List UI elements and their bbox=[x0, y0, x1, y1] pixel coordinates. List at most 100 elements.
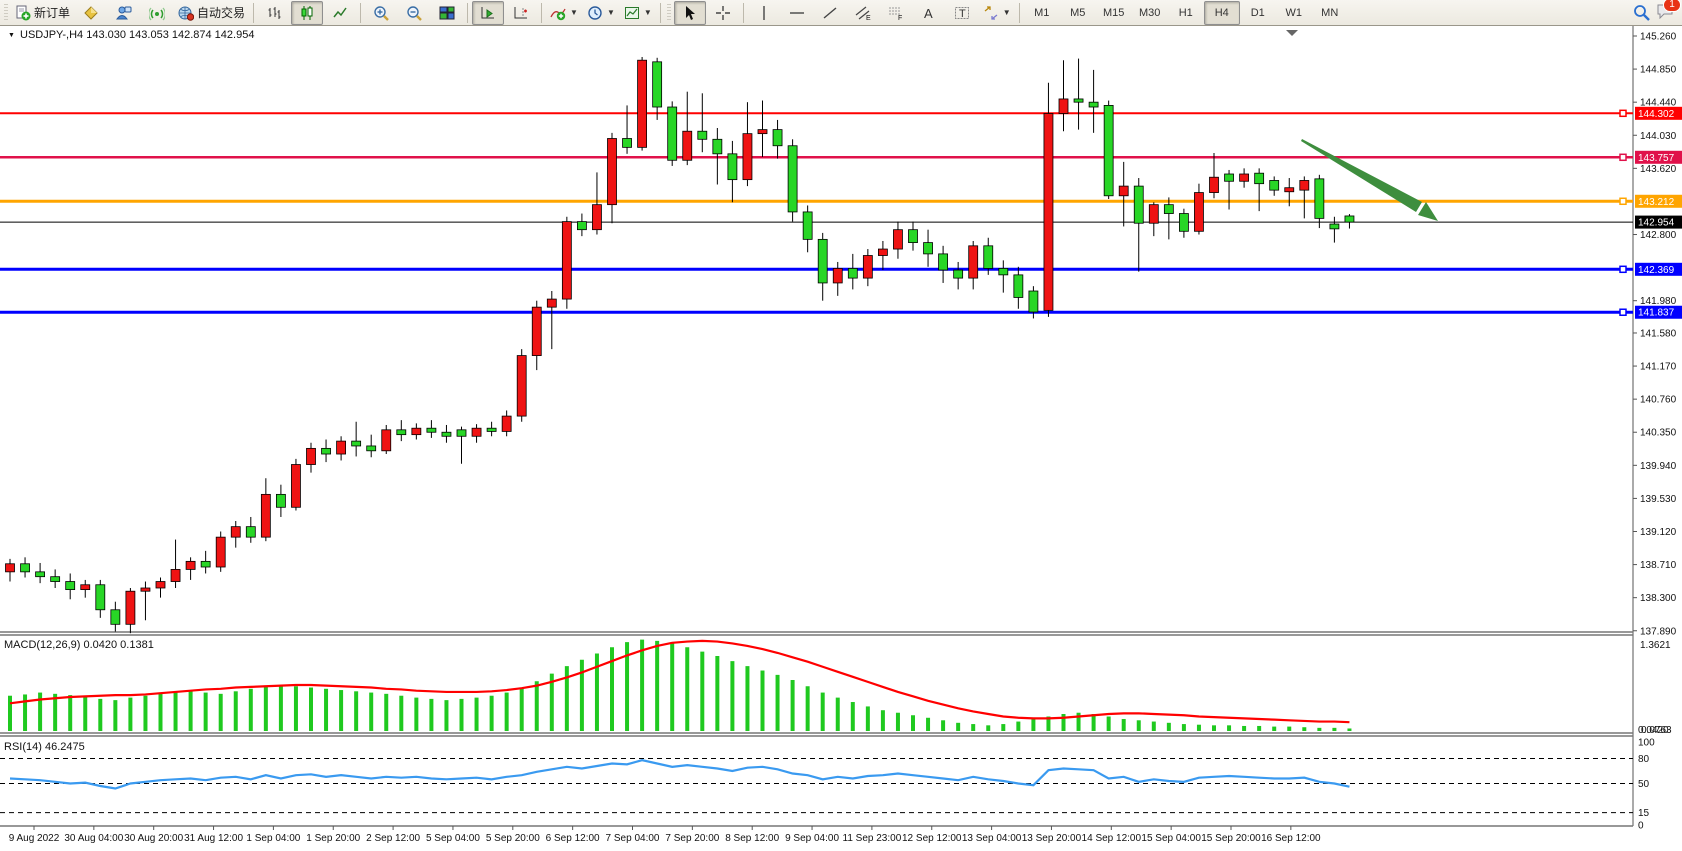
chart-window[interactable]: 145.260 144.850 144.440 144.030 143.620 142.8… bbox=[0, 26, 1682, 851]
timeframe-button-m15[interactable]: M15 bbox=[1103, 6, 1125, 19]
autotrading-button[interactable]: 自动交易 bbox=[174, 1, 249, 25]
autotrading-icon bbox=[178, 6, 195, 21]
toolbar-separator bbox=[1018, 2, 1020, 23]
time-tick-label: 15 Sep 20:00 bbox=[1201, 833, 1261, 844]
hline-anchor-marker bbox=[1619, 153, 1627, 162]
price-badge-label: 142.369 bbox=[1638, 265, 1675, 276]
templates-button[interactable]: ▼ bbox=[620, 1, 656, 25]
trend-arrow-object[interactable] bbox=[1301, 139, 1422, 212]
candle bbox=[381, 424, 392, 455]
new-order-label: 新订单 bbox=[34, 6, 71, 20]
price-badge-label: 144.302 bbox=[1638, 109, 1675, 120]
price-badge bbox=[1635, 106, 1682, 120]
broadcast-icon bbox=[149, 7, 166, 20]
timeframe-button-m30[interactable]: M30 bbox=[1139, 6, 1161, 19]
rsi-axis-label: 80 bbox=[1638, 754, 1650, 765]
arrows-tool-button[interactable]: ▼ bbox=[979, 1, 1015, 25]
timeframe-button-m1[interactable]: M1 bbox=[1034, 6, 1050, 19]
chart-canvas[interactable]: 145.260 144.850 144.440 144.030 143.620 142.8… bbox=[0, 26, 1682, 846]
candle bbox=[275, 484, 286, 517]
candlestick-mode-button[interactable] bbox=[291, 0, 324, 25]
time-tick-label: 16 Sep 12:00 bbox=[1261, 833, 1321, 844]
price-tick-label: 144.850 bbox=[1640, 65, 1677, 76]
candle bbox=[35, 562, 45, 584]
line-chart-icon bbox=[333, 7, 347, 17]
cursor-tool-button[interactable] bbox=[673, 0, 706, 25]
line-chart-mode-button[interactable] bbox=[324, 1, 356, 25]
time-tick-label: 11 Sep 23:00 bbox=[843, 833, 902, 844]
main-toolbar: 新订单 自动交易 bbox=[0, 0, 1682, 26]
bar-chart-mode-button[interactable] bbox=[258, 1, 290, 25]
autoscroll-button[interactable] bbox=[472, 0, 505, 25]
text-tool-glyph: A bbox=[924, 6, 933, 21]
toolbar-separator bbox=[742, 2, 744, 23]
expert-advisor-button[interactable] bbox=[108, 1, 140, 25]
candle bbox=[908, 221, 918, 251]
candle bbox=[5, 558, 15, 582]
toolbar-separator bbox=[467, 2, 469, 23]
chart-shift-marker[interactable] bbox=[1286, 30, 1298, 36]
price-tick-label: 143.620 bbox=[1640, 164, 1677, 175]
price-tick-label: 141.170 bbox=[1640, 362, 1677, 373]
candle bbox=[140, 581, 151, 621]
candle bbox=[501, 410, 512, 437]
vertical-line-tool-button[interactable] bbox=[748, 1, 780, 25]
macd-signal-line bbox=[9, 639, 1350, 724]
candle bbox=[1043, 82, 1054, 317]
candle bbox=[396, 420, 407, 442]
time-tick-label: 31 Aug 12:00 bbox=[184, 833, 243, 844]
periods-button[interactable]: ▼ bbox=[583, 1, 619, 25]
crosshair-tool-button[interactable] bbox=[707, 1, 739, 25]
indicators-button[interactable]: ▼ bbox=[546, 1, 582, 25]
horizontal-line-tool-button[interactable] bbox=[781, 1, 813, 25]
toolbar-grip[interactable] bbox=[4, 3, 8, 22]
text-tool-button[interactable]: A bbox=[913, 1, 945, 25]
zoom-in-button[interactable] bbox=[365, 1, 397, 25]
tile-windows-button[interactable] bbox=[431, 1, 463, 25]
timeframe-button-m5[interactable]: M5 bbox=[1070, 6, 1086, 19]
notifications-button[interactable]: 1 bbox=[1656, 0, 1681, 22]
label-tool-button[interactable]: T bbox=[946, 1, 978, 25]
trend-arrow-head bbox=[1418, 202, 1438, 221]
arrow-objects-icon bbox=[984, 5, 998, 20]
price-tick-label: 139.120 bbox=[1640, 527, 1677, 538]
fibonacci-tool-button[interactable]: F bbox=[880, 1, 912, 25]
chart-menu-triangle-icon: ▼ bbox=[8, 32, 15, 39]
cursor-icon bbox=[685, 5, 695, 20]
notification-badge: 1 bbox=[1663, 0, 1681, 12]
rsi-axis-label: 0 bbox=[1638, 821, 1644, 832]
toolbar-grip[interactable] bbox=[666, 3, 671, 22]
time-tick-label: 13 Sep 20:00 bbox=[1022, 833, 1082, 844]
toolbar-separator bbox=[360, 2, 362, 23]
price-tick-label: 142.800 bbox=[1640, 230, 1677, 241]
timeframe-button-w1[interactable]: W1 bbox=[1285, 6, 1302, 19]
candle bbox=[1344, 214, 1355, 229]
rsi-axis-label: 100 bbox=[1638, 737, 1655, 748]
candle bbox=[1194, 183, 1204, 235]
candle bbox=[1088, 69, 1099, 133]
chart-shift-button[interactable] bbox=[505, 1, 537, 25]
price-badge-label: 142.954 bbox=[1638, 218, 1675, 229]
channel-tool-button[interactable]: E bbox=[847, 1, 879, 25]
trendline-icon bbox=[823, 6, 837, 19]
price-badge bbox=[1635, 194, 1682, 208]
search-icon[interactable] bbox=[1633, 4, 1650, 21]
broadcast-button[interactable] bbox=[141, 1, 173, 25]
candle bbox=[200, 550, 211, 574]
new-order-button[interactable]: 新订单 bbox=[11, 1, 74, 25]
time-tick-label: 2 Sep 12:00 bbox=[366, 833, 420, 844]
candle bbox=[787, 139, 798, 222]
zoom-out-button[interactable] bbox=[398, 1, 430, 25]
timeframe-button-h1[interactable]: H1 bbox=[1178, 6, 1193, 19]
timeframe-button-mn[interactable]: MN bbox=[1321, 6, 1339, 19]
timeframe-button-h4[interactable]: H4 bbox=[1203, 0, 1240, 25]
autoscroll-icon bbox=[481, 6, 495, 18]
timeframe-button-d1[interactable]: D1 bbox=[1250, 6, 1265, 19]
candle bbox=[1179, 208, 1189, 238]
price-badge-label: 143.757 bbox=[1638, 153, 1675, 164]
rsi-axis-label: 15 bbox=[1638, 808, 1650, 819]
candle bbox=[938, 245, 948, 283]
trendline-tool-button[interactable] bbox=[814, 1, 846, 25]
symbols-button[interactable] bbox=[75, 1, 107, 25]
candlestick-icon bbox=[301, 5, 313, 20]
